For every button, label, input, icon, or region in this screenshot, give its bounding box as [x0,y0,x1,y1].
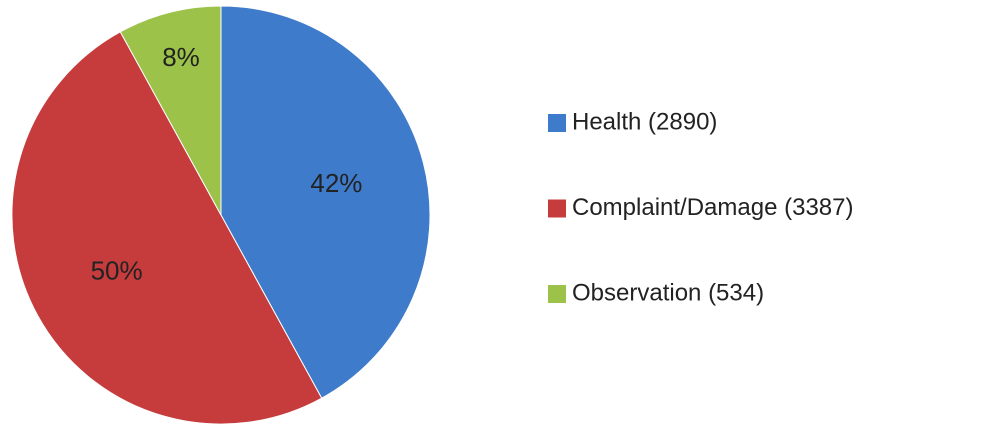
data-label: 8% [162,42,200,72]
legend-label: Observation (534) [572,279,764,306]
pie-slice [119,5,222,216]
legend-swatch [548,285,566,303]
legend-swatch [548,199,566,218]
data-label: 42% [310,168,362,198]
pie-slice [11,31,323,425]
data-label: 50% [91,255,143,285]
legend-swatch [548,114,566,132]
legend-label: Complaint/Damage (3387) [572,194,853,221]
pie-slice [220,5,431,399]
legend-label: Health (2890) [572,108,717,135]
